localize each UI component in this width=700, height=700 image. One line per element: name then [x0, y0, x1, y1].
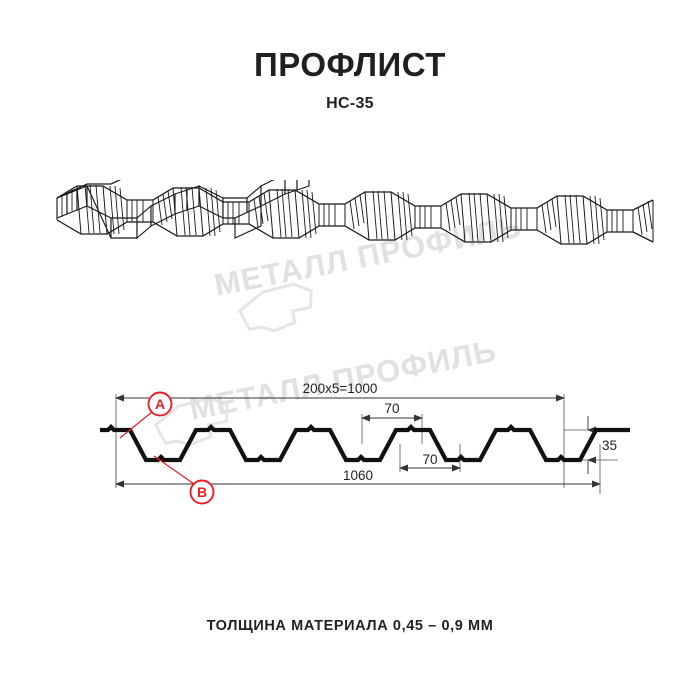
callouts: A B: [119, 391, 215, 505]
cross-section-drawing: 200x5=1000 70 70 1060 35: [100, 381, 630, 505]
dimension-label-overall-width: 1060: [343, 468, 373, 483]
isometric-profile-drawing: [56, 180, 654, 245]
material-thickness-note: ТОЛЩИНА МАТЕРИАЛА 0,45 – 0,9 ММ: [206, 618, 494, 634]
dimension-label-overall-pitch: 200x5=1000: [303, 381, 378, 396]
callout-a-leader: [119, 411, 153, 439]
callout-b-leader: [153, 455, 195, 485]
dimension-bottom-flat: 70: [399, 452, 461, 472]
iso-depth-lines: [56, 185, 654, 245]
dimension-label-bottom-flat: 70: [422, 452, 437, 467]
dimension-label-profile-height: 35: [602, 438, 617, 453]
product-model-label: НС-35: [326, 94, 374, 112]
dimension-top-flat: 70: [361, 401, 423, 422]
page-title: ПРОФЛИСТ: [254, 46, 446, 83]
dimension-overall-width: 1060: [115, 468, 601, 488]
dimension-profile-height: 35: [587, 416, 617, 474]
profile-section-path: [100, 424, 630, 463]
dimension-overall-pitch: 200x5=1000: [115, 381, 565, 402]
callout-a-label: A: [155, 396, 165, 412]
header: ПРОФЛИСТ НС-35: [0, 46, 700, 113]
footer: ТОЛЩИНА МАТЕРИАЛА 0,45 – 0,9 ММ: [0, 618, 700, 634]
callout-b-circle: [189, 479, 215, 505]
isometric-view: [55, 180, 655, 330]
iso-corrugation: [150, 184, 262, 227]
iso-corrugation-group: [56, 180, 654, 245]
callout-b-label: B: [197, 484, 207, 500]
iso-rib-lines: [61, 184, 653, 245]
callout-a-circle: [147, 391, 173, 417]
cross-section-view: 200x5=1000 70 70 1060 35: [90, 370, 630, 520]
dimension-label-top-flat: 70: [384, 401, 399, 416]
